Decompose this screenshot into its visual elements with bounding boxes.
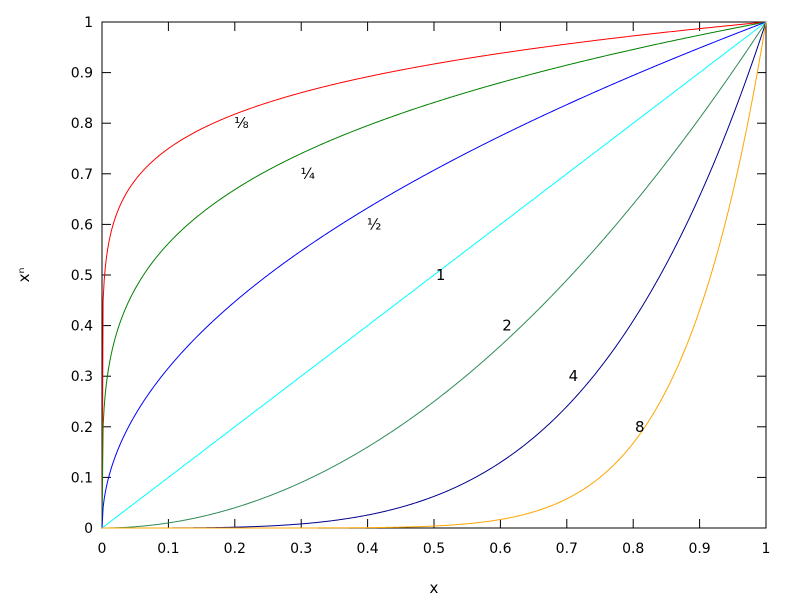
y-tick-label: 0.5 [71, 268, 93, 284]
series-label: 8 [635, 418, 645, 436]
y-tick-label: 0.8 [71, 116, 93, 132]
y-tick-label: 1 [84, 15, 93, 31]
x-tick-label: 0.7 [556, 541, 578, 557]
series-line-1 [101, 21, 767, 529]
curve-group [101, 21, 767, 529]
axis-ticks: 0 0.1 0.2 0.3 0.4 0.5 0.6 0.7 0.8 0.9 1 0 0.1 0.2 0.3 0… [71, 15, 771, 557]
series-label: 4 [569, 367, 579, 385]
y-axis-title: xⁿ [15, 268, 33, 283]
y-tick-label: 0.4 [71, 319, 93, 335]
y-tick-label: 0.7 [71, 167, 93, 183]
x-tick-label: 0.2 [224, 541, 246, 557]
x-tick-label: 0.1 [157, 541, 179, 557]
series-label: 2 [502, 317, 512, 335]
y-tick-label: 0.3 [71, 369, 93, 385]
series-label: ⅛ [234, 114, 249, 132]
series-line-0.5 [101, 21, 767, 529]
series-label: 1 [436, 266, 446, 284]
x-tick-label: 0 [98, 541, 107, 557]
x-tick-label: 0.4 [356, 541, 378, 557]
x-tick-label: 1 [762, 541, 771, 557]
series-label: ½ [367, 215, 382, 233]
x-axis-title: x [430, 579, 439, 597]
series-line-8 [102, 21, 767, 529]
y-tick-label: 0.9 [71, 66, 93, 82]
series-line-0.125 [101, 21, 767, 529]
curve-labels: ⅛ ¼ ½ 1 2 4 8 [234, 114, 644, 436]
series-label: ¼ [301, 165, 316, 183]
y-tick-label: 0.1 [71, 470, 93, 486]
y-tick-label: 0 [84, 521, 93, 537]
series-line-2 [102, 21, 767, 529]
y-tick-label: 0.2 [71, 420, 93, 436]
x-tick-label: 0.9 [688, 541, 710, 557]
series-line-0.25 [101, 21, 767, 529]
y-tick-label: 0.6 [71, 217, 93, 233]
x-tick-label: 0.6 [489, 541, 511, 557]
x-tick-label: 0.3 [290, 541, 312, 557]
x-tick-label: 0.8 [622, 541, 644, 557]
x-tick-label: 0.5 [423, 541, 445, 557]
